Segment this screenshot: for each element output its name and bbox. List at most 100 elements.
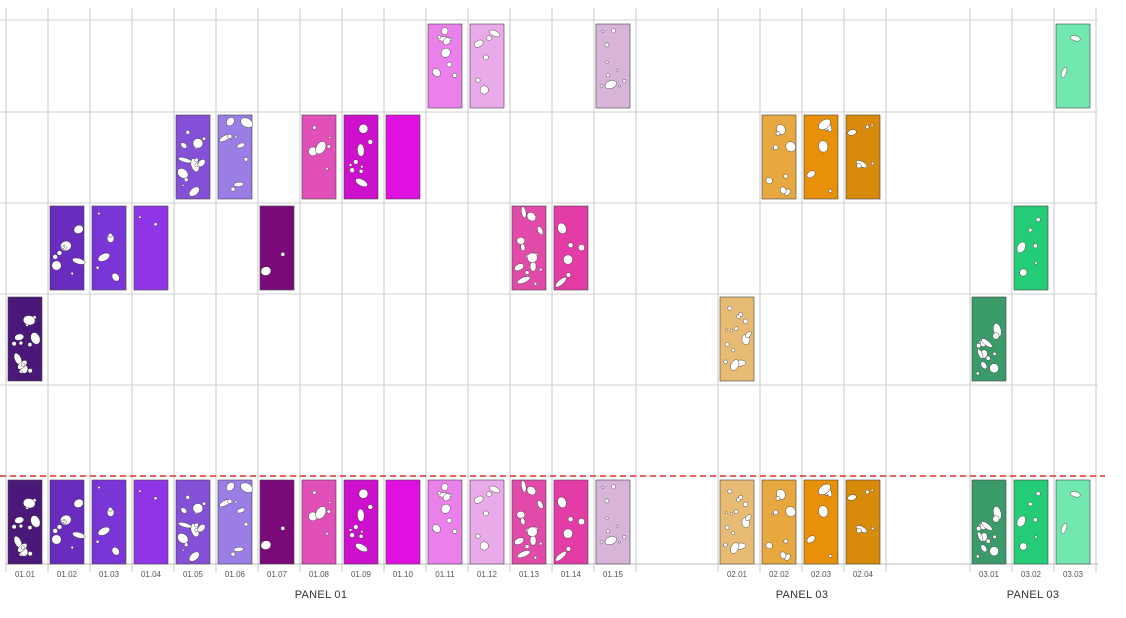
panel-hole: [56, 250, 63, 256]
panel-hole: [871, 161, 875, 166]
panel-hole: [1019, 542, 1028, 551]
panel-hole: [14, 333, 24, 341]
panel-hole: [847, 129, 857, 136]
panel-hole: [977, 531, 984, 542]
panel-01-10-elevated: [385, 114, 421, 200]
panel-hole: [197, 524, 206, 533]
panel-01-03-baseline: [91, 479, 127, 565]
panel-hole: [989, 363, 999, 373]
panel-hole: [234, 500, 238, 504]
panel-hole: [516, 276, 531, 284]
panel-hole: [328, 501, 332, 504]
panel-hole: [1070, 491, 1081, 498]
panel-hole: [56, 524, 63, 530]
panel-hole: [1016, 515, 1026, 528]
panel-hole: [349, 167, 355, 173]
panel-hole: [611, 28, 616, 34]
panel-caption: 01.07: [266, 570, 288, 579]
panel-hole: [227, 499, 233, 504]
panel-body: [595, 479, 631, 565]
panel-hole: [97, 212, 101, 215]
panel-body: [259, 479, 295, 565]
panel-hole: [243, 157, 249, 162]
panel-hole: [828, 189, 833, 193]
panel-hole: [981, 338, 993, 348]
panel-hole: [475, 77, 481, 83]
panel-hole: [606, 73, 610, 78]
panel-01-09-baseline: [343, 479, 379, 565]
panel-03-02-baseline: [1013, 479, 1049, 565]
panel-caption: 01.02: [56, 570, 78, 579]
panel-hole: [604, 42, 610, 48]
panel-hole: [474, 39, 484, 48]
panel-hole: [437, 35, 442, 39]
panel-hole: [738, 312, 743, 317]
panel-hole: [14, 516, 24, 524]
panel-hole: [315, 506, 327, 520]
panel-hole: [27, 551, 33, 557]
panel-hole: [230, 551, 236, 557]
panel-hole: [72, 531, 86, 539]
panel-hole: [11, 341, 17, 347]
panel-03-03-baseline: [1055, 479, 1091, 565]
panel-hole: [192, 138, 204, 149]
panel-hole: [604, 498, 610, 504]
panel-body: [595, 23, 631, 109]
panel-hole: [233, 546, 244, 552]
panel-hole: [1035, 217, 1041, 222]
panel-hole: [985, 538, 991, 544]
panel-01-10-baseline: [385, 479, 421, 565]
panel-hole: [771, 513, 774, 516]
panel-hole: [325, 532, 329, 536]
panel-01-15-baseline: [595, 479, 631, 565]
panel-hole: [775, 496, 781, 501]
panel-hole: [526, 212, 537, 222]
panel-hole: [731, 348, 736, 353]
panel-hole: [280, 526, 285, 531]
panel-body: [91, 205, 127, 291]
panel-caption: 01.08: [308, 570, 330, 579]
panel-hole: [730, 329, 734, 333]
panel-hole: [326, 509, 331, 514]
panel-hole: [358, 124, 369, 134]
panel-hole: [184, 542, 189, 547]
panel-hole: [731, 531, 736, 536]
panel-02-02-elevated: [761, 114, 797, 200]
panel-hole: [618, 84, 621, 88]
panel-01-12-baseline: [469, 479, 505, 565]
panel-hole: [526, 486, 537, 496]
panel-hole: [188, 186, 200, 197]
panel-hole: [181, 549, 185, 552]
panel-01-06-baseline: [217, 479, 253, 565]
panel-hole: [475, 533, 481, 539]
panel-hole: [107, 507, 113, 512]
panel-hole: [599, 540, 604, 544]
panel-hole: [871, 526, 875, 531]
panel-hole: [533, 282, 538, 286]
panel-hole: [537, 226, 544, 235]
panel-hole: [359, 534, 364, 539]
panel-hole: [260, 540, 272, 550]
panel-01-14-baseline: [553, 479, 589, 565]
panel-hole: [432, 68, 441, 77]
panel-hole: [446, 517, 452, 524]
panel-caption: 02.03: [810, 570, 832, 579]
panel-hole: [765, 542, 773, 549]
panel-hole: [73, 224, 84, 234]
panel-02-04-baseline: [845, 479, 881, 565]
panel-01-06-elevated: [217, 114, 253, 200]
panel-hole: [727, 489, 733, 494]
panel-hole: [605, 60, 609, 64]
panel-hole: [236, 142, 245, 149]
panel-body: [91, 479, 127, 565]
panel-hole: [779, 186, 787, 194]
panel-hole: [437, 491, 442, 495]
panel-hole: [27, 342, 33, 347]
panel-hole: [358, 489, 369, 499]
panel-body: [1013, 479, 1049, 565]
panel-caption: 02.02: [768, 570, 790, 579]
panel-hole: [240, 482, 253, 493]
panel-hole: [734, 326, 739, 331]
panel-hole: [358, 169, 364, 174]
